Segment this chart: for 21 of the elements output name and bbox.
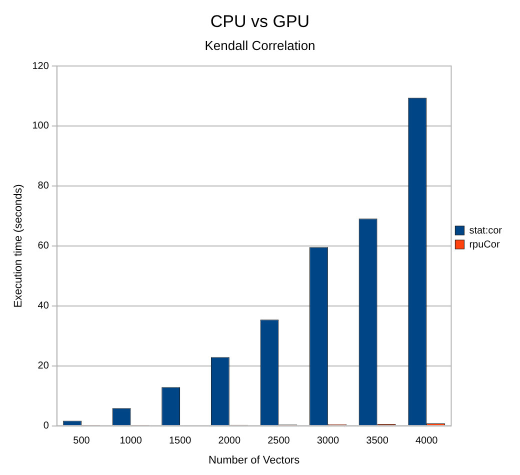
x-tick-label: 2500	[268, 436, 290, 447]
x-axis-title: Number of Vectors	[208, 454, 300, 466]
x-tick-label: 4000	[415, 436, 438, 447]
y-tick-label: 80	[38, 180, 50, 192]
y-tick-label: 40	[38, 300, 50, 312]
y-tick-label: 20	[38, 360, 50, 372]
x-tick-label: 1000	[120, 436, 142, 447]
x-tick-label: 3500	[366, 436, 389, 447]
y-tick-label: 120	[32, 60, 50, 72]
y-tick-label: 60	[38, 240, 50, 252]
legend-label: stat:cor	[469, 225, 503, 236]
chart-title: CPU vs GPU	[210, 12, 310, 31]
y-tick-label: 100	[32, 120, 50, 132]
y-tick-label: 0	[43, 420, 50, 432]
x-tick-label: 2000	[218, 436, 241, 447]
x-tick-label: 500	[73, 436, 90, 447]
x-tick-label: 1500	[168, 436, 192, 447]
legend-label: rpuCor	[469, 239, 500, 250]
x-tick-label: 3000	[316, 436, 340, 447]
chart-subtitle: Kendall Correlation	[204, 38, 316, 53]
y-axis-title: Execution time (seconds)	[12, 184, 25, 308]
